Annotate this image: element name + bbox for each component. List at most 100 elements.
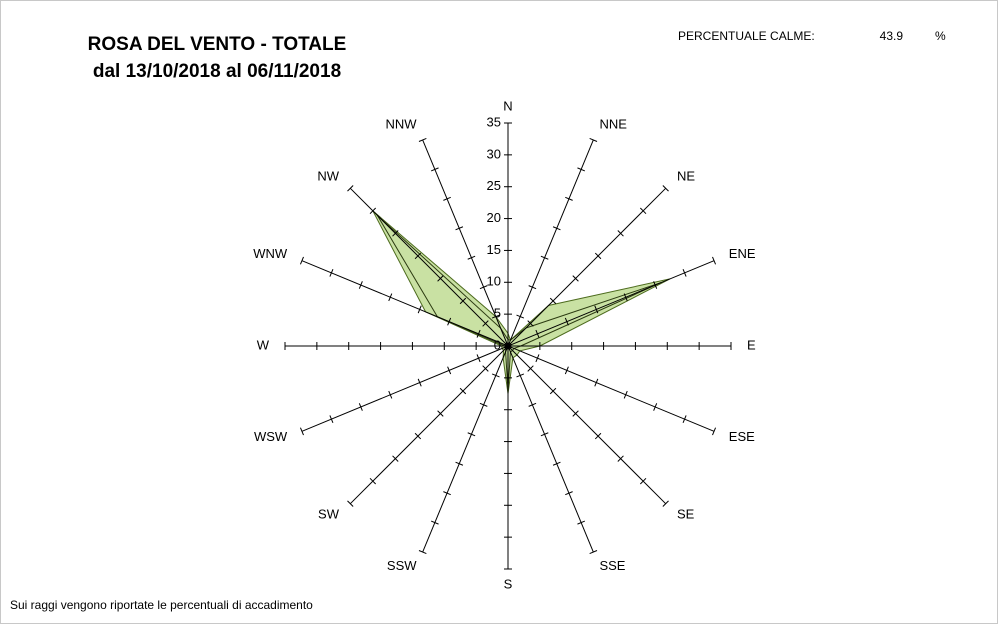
tick-mark (565, 491, 573, 496)
tick-mark (516, 314, 525, 319)
r-tick-label: 35 (487, 114, 501, 129)
tick-mark (392, 455, 399, 462)
tick-mark (437, 275, 444, 282)
tick-mark (577, 520, 586, 525)
calm-unit: % (935, 29, 946, 43)
direction-label: NW (317, 168, 339, 183)
tick-mark (430, 167, 439, 172)
tick-mark (639, 477, 647, 485)
spoke (301, 345, 509, 432)
direction-label: SW (318, 506, 340, 521)
r-tick-label: 20 (487, 210, 501, 225)
tick-mark (552, 461, 561, 466)
tick-mark (443, 491, 451, 496)
tick-mark (516, 373, 525, 378)
spoke (507, 345, 594, 553)
tick-mark (388, 293, 393, 302)
spoke (349, 345, 509, 505)
tick-mark (682, 415, 687, 424)
spoke (301, 260, 509, 347)
spoke (507, 139, 594, 347)
r-tick-label: 10 (487, 274, 501, 289)
tick-mark (417, 378, 422, 387)
tick-mark (459, 297, 467, 305)
tick-mark (564, 317, 569, 326)
r-tick-label: 25 (487, 178, 501, 193)
tick-mark (617, 455, 624, 462)
tick-mark (594, 252, 602, 260)
tick-mark (589, 550, 598, 555)
tick-mark (527, 320, 534, 327)
chart-subtitle: dal 13/10/2018 al 06/11/2018 (93, 61, 341, 82)
tick-mark (476, 329, 481, 338)
tick-mark (549, 387, 557, 395)
tick-mark (491, 314, 500, 319)
tick-mark (418, 137, 427, 142)
direction-label: W (257, 337, 270, 352)
r-tick-label: 5 (494, 306, 501, 321)
tick-mark (414, 432, 422, 440)
tick-mark (479, 402, 488, 407)
tick-mark (623, 390, 628, 399)
tick-mark (455, 226, 464, 231)
tick-mark (369, 477, 377, 485)
direction-label: NNE (599, 117, 627, 132)
tick-mark (437, 410, 444, 417)
tick-mark (358, 281, 363, 289)
tick-mark (594, 378, 599, 387)
tick-mark (358, 403, 363, 411)
tick-mark (552, 226, 561, 231)
tick-mark (329, 268, 334, 277)
tick-mark (572, 275, 579, 282)
tick-mark (712, 256, 717, 265)
spoke (507, 187, 667, 347)
tick-mark (577, 167, 586, 172)
tick-mark (528, 285, 537, 290)
tick-mark (459, 387, 467, 395)
tick-mark (540, 255, 549, 260)
tick-mark (572, 410, 579, 417)
tick-mark (467, 255, 476, 260)
r-tick-label: 30 (487, 146, 501, 161)
direction-label: NNW (385, 117, 417, 132)
tick-mark (564, 366, 569, 375)
tick-mark (347, 185, 354, 192)
tick-mark (299, 256, 304, 265)
spoke (422, 139, 509, 347)
tick-mark (535, 329, 540, 338)
tick-mark (682, 268, 687, 277)
direction-label: WSW (254, 429, 288, 444)
direction-label: N (503, 98, 512, 113)
r-tick-label: 0 (494, 337, 501, 352)
tick-mark (388, 390, 393, 399)
direction-label: NE (677, 168, 695, 183)
tick-mark (482, 365, 489, 372)
chart-title: ROSA DEL VENTO - TOTALE (88, 34, 347, 55)
direction-label: SSW (387, 558, 417, 573)
direction-label: ENE (729, 246, 756, 261)
tick-mark (535, 354, 540, 363)
direction-label: S (504, 576, 513, 591)
calm-value: 43.9 (880, 29, 904, 43)
spoke (507, 345, 667, 505)
calm-label: PERCENTUALE CALME: (678, 29, 815, 43)
tick-mark (594, 305, 599, 314)
direction-label: SSE (599, 558, 625, 573)
tick-mark (476, 354, 481, 363)
tick-mark (549, 297, 557, 305)
tick-mark (527, 365, 534, 372)
tick-mark (418, 550, 427, 555)
r-tick-label: 15 (487, 242, 501, 257)
tick-mark (455, 461, 464, 466)
direction-label: ESE (729, 429, 755, 444)
tick-mark (443, 196, 451, 201)
tick-mark (623, 293, 628, 302)
tick-mark (482, 320, 489, 327)
spoke (507, 345, 715, 432)
direction-label: E (747, 337, 756, 352)
tick-mark (392, 230, 399, 237)
tick-mark (414, 252, 422, 260)
